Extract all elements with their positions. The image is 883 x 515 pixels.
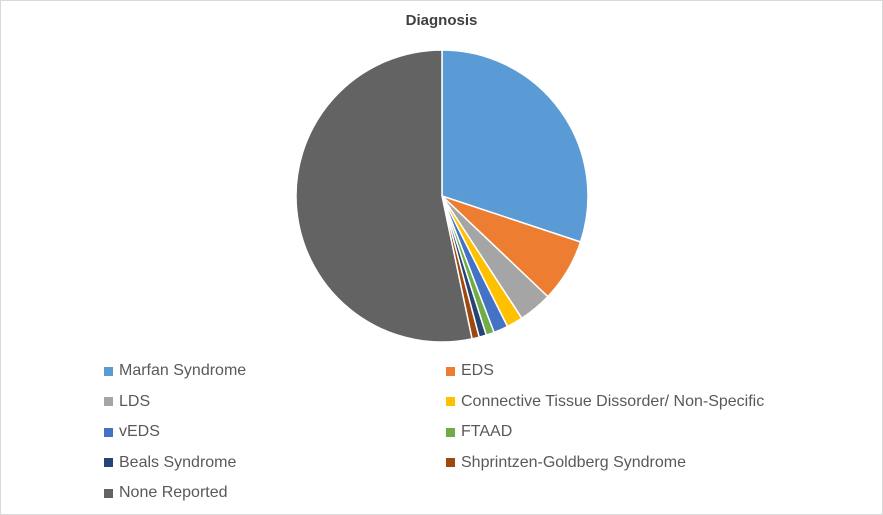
legend-swatch — [104, 458, 113, 467]
legend-swatch — [446, 397, 455, 406]
legend-item: FTAAD — [446, 423, 512, 441]
legend-label: Shprintzen-Goldberg Syndrome — [461, 453, 687, 471]
legend-item: Shprintzen-Goldberg Syndrome — [446, 454, 686, 472]
legend-swatch — [104, 488, 113, 498]
legend-swatch — [104, 366, 113, 376]
legend-swatch — [104, 427, 113, 437]
legend-label: vEDS — [119, 423, 160, 440]
legend-swatch — [104, 397, 113, 406]
chart-title: Diagnosis — [405, 12, 478, 29]
legend-label: Connective Tissue Dissorder/ Non-Specifi… — [461, 392, 765, 410]
legend-item: vEDS — [104, 423, 160, 441]
legend-label: LDS — [119, 392, 151, 410]
pie-slice-none-reported — [295, 49, 473, 343]
legend-label: Marfan Syndrome — [119, 362, 247, 379]
legend-swatch — [446, 458, 455, 467]
legend-label: Beals Syndrome — [119, 453, 237, 471]
legend-item: Beals Syndrome — [104, 454, 236, 472]
legend-label: FTAAD — [461, 423, 513, 440]
legend-swatch — [446, 366, 455, 376]
legend-item: Connective Tissue Dissorder/ Non-Specifi… — [446, 393, 764, 411]
legend-swatch — [446, 427, 455, 437]
chart-legend: Marfan Syndrome EDS LDS Connective Tissue D… — [104, 362, 804, 512]
legend-item: Marfan Syndrome — [104, 362, 246, 380]
legend-label: None Reported — [119, 484, 228, 501]
legend-label: EDS — [461, 362, 494, 379]
legend-item: None Reported — [104, 484, 228, 502]
legend-item: LDS — [104, 393, 150, 411]
pie-slice-marfan-syndrome — [441, 49, 589, 243]
legend-item: EDS — [446, 362, 494, 380]
